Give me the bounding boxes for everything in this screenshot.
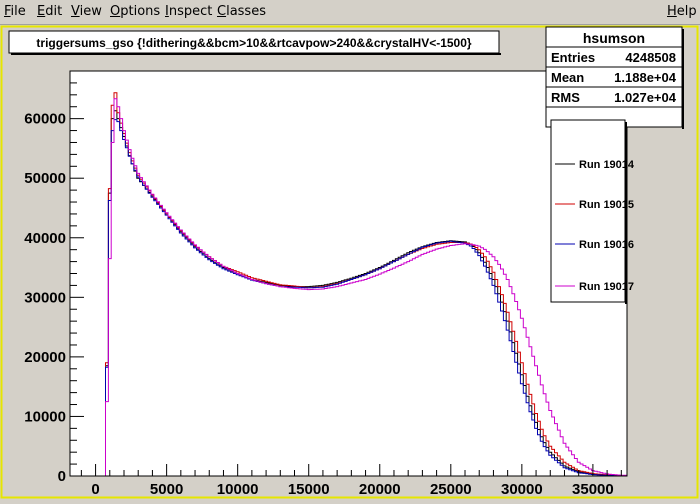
x-tick-label: 5000 bbox=[150, 481, 183, 498]
legend-label: Run 19017 bbox=[579, 281, 634, 293]
canvas-highlight-frame bbox=[0, 25, 699, 499]
stats-entries-label: Entries bbox=[551, 50, 595, 65]
x-tick-label: 25000 bbox=[430, 481, 472, 498]
root-canvas[interactable]: 0 5000 10000 15000 20000 25000 30000 35000 0 1000… bbox=[0, 25, 700, 500]
y-tick-label: 30000 bbox=[24, 289, 66, 306]
legend-frame bbox=[550, 119, 626, 303]
series-line bbox=[105, 98, 627, 476]
stats-box[interactable]: hsumson Entries 4248508 Mean 1.188e+04 R… bbox=[545, 26, 684, 129]
legend-shadow bbox=[625, 122, 627, 304]
x-tick-label: 35000 bbox=[572, 481, 614, 498]
y-tick-label: 20000 bbox=[24, 349, 66, 366]
legend-label: Run 19014 bbox=[579, 159, 635, 171]
menu-bar: File Edit View Options Inspect Classes H… bbox=[0, 0, 700, 25]
y-tick-label: 0 bbox=[58, 468, 66, 485]
y-tick-label: 60000 bbox=[24, 111, 66, 128]
stats-mean-value: 1.188e+04 bbox=[614, 70, 677, 85]
chart-title: triggersums_gso {!dithering&&bcm>10&&rtc… bbox=[36, 36, 471, 50]
legend-label: Run 19015 bbox=[579, 199, 634, 211]
plot-area[interactable] bbox=[70, 71, 627, 476]
title-box-shadow bbox=[11, 53, 501, 55]
legend-label: Run 19016 bbox=[579, 239, 634, 251]
stats-entries-value: 4248508 bbox=[625, 50, 676, 65]
y-tick-label: 50000 bbox=[24, 170, 66, 187]
x-tick-label: 30000 bbox=[501, 481, 543, 498]
x-tick-label: 20000 bbox=[359, 481, 401, 498]
stats-rms-value: 1.027e+04 bbox=[614, 90, 677, 105]
stats-name: hsumson bbox=[583, 30, 645, 46]
x-tick-label: 0 bbox=[91, 481, 99, 498]
menu-view[interactable]: View bbox=[71, 4, 102, 19]
stats-rms-label: RMS bbox=[551, 90, 580, 105]
y-tick-label: 10000 bbox=[24, 408, 66, 425]
menu-edit[interactable]: Edit bbox=[37, 4, 63, 19]
series-group bbox=[105, 92, 627, 477]
x-tick-label: 10000 bbox=[217, 481, 259, 498]
stats-box-shadow bbox=[682, 29, 684, 129]
stats-box-frame bbox=[545, 26, 683, 128]
histogram-chart[interactable]: 0 5000 10000 15000 20000 25000 30000 35000 0 1000… bbox=[0, 25, 700, 500]
x-tick-label: 15000 bbox=[288, 481, 330, 498]
menu-file[interactable]: File bbox=[4, 4, 26, 19]
axes-group: 0 5000 10000 15000 20000 25000 30000 35000 0 1000… bbox=[24, 82, 622, 498]
legend[interactable]: Run 19014 Run 19015 Run 19016 Run 19017 bbox=[550, 119, 635, 304]
menu-help[interactable]: Help bbox=[667, 4, 697, 19]
y-tick-label: 40000 bbox=[24, 230, 66, 247]
menu-inspect[interactable]: Inspect bbox=[165, 4, 213, 19]
menu-options[interactable]: Options bbox=[110, 4, 161, 19]
legend-entries: Run 19014 Run 19015 Run 19016 Run 19017 bbox=[555, 159, 635, 293]
stats-mean-label: Mean bbox=[551, 70, 584, 85]
series-line bbox=[105, 119, 627, 477]
menu-classes[interactable]: Classes bbox=[217, 4, 266, 19]
